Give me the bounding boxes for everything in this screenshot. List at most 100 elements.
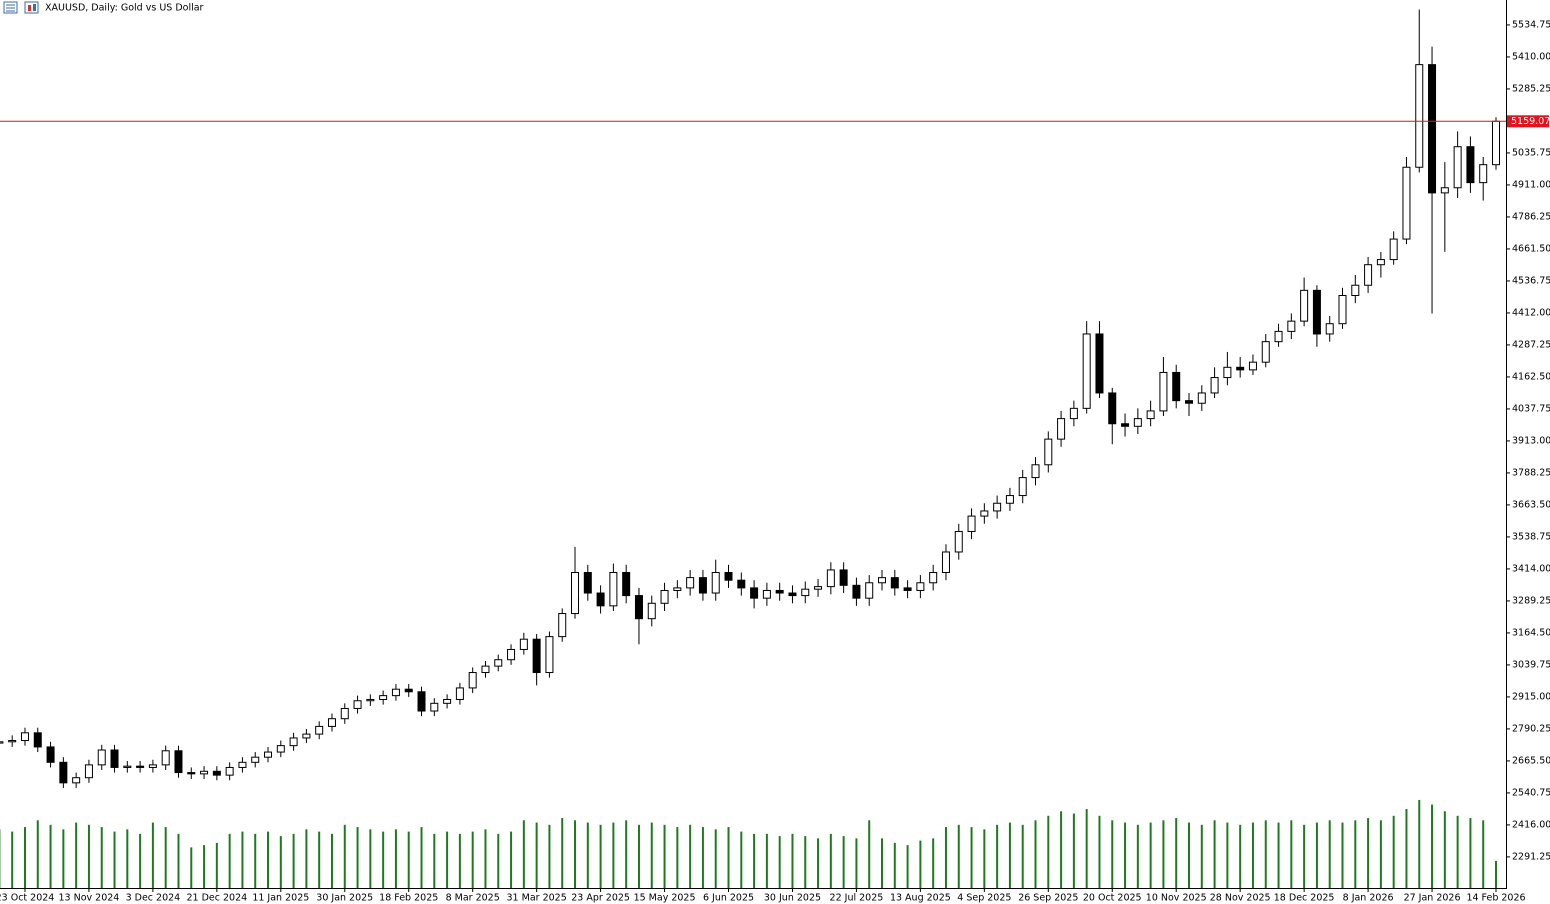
- candle-body: [238, 761, 247, 768]
- volume-bar: [1456, 815, 1459, 888]
- volume-bar: [164, 827, 167, 888]
- candle-body: [814, 586, 823, 590]
- candle-body: [0, 741, 4, 744]
- y-tick-label: 2416.00: [1512, 819, 1550, 830]
- candle-body: [775, 589, 784, 594]
- candle-body: [443, 698, 452, 704]
- x-tick-label: 18 Dec 2025: [1274, 893, 1335, 904]
- candle-body: [1261, 341, 1270, 363]
- candle-body: [225, 766, 234, 776]
- volume-bar: [1098, 815, 1101, 888]
- y-tick-label: 2915.00: [1512, 691, 1550, 702]
- x-tick-label: 10 Nov 2025: [1146, 893, 1207, 904]
- candle-body: [123, 765, 132, 768]
- candle-body: [1402, 166, 1411, 240]
- candle-body: [673, 587, 682, 591]
- chart-title: XAUUSD, Daily: Gold vs US Dollar: [45, 3, 204, 14]
- volume-bar: [305, 829, 308, 888]
- candle-body: [289, 737, 298, 747]
- candle-body: [404, 688, 413, 693]
- x-tick-label: 31 Mar 2025: [507, 893, 567, 904]
- volume-bar: [510, 831, 513, 888]
- volume-bar: [599, 824, 602, 888]
- volume-bar: [279, 836, 282, 888]
- candle-body: [1172, 371, 1181, 402]
- candle-body: [750, 587, 759, 599]
- volume-bar: [382, 831, 385, 888]
- candle-body: [1415, 64, 1424, 168]
- candle-body: [903, 587, 912, 591]
- volume-bar: [778, 836, 781, 888]
- volume-bar: [1060, 811, 1063, 888]
- volume-bar: [1482, 820, 1485, 888]
- candle-body: [353, 700, 362, 709]
- volume-bar: [87, 824, 90, 888]
- x-tick-label: 3 Dec 2024: [126, 893, 181, 904]
- volume-bar: [1443, 811, 1446, 888]
- candle-body: [161, 750, 170, 766]
- candle-body: [1095, 333, 1104, 394]
- volume-bar: [881, 838, 884, 888]
- candle-body: [481, 665, 490, 674]
- candle-body: [200, 770, 209, 775]
- x-tick-label: 4 Sep 2025: [957, 893, 1011, 904]
- candle-body: [315, 725, 324, 735]
- y-tick-label: 2291.25: [1512, 851, 1550, 862]
- volume-bar: [932, 838, 935, 888]
- candle-body: [379, 695, 388, 700]
- volume-bar: [1136, 824, 1139, 888]
- candle-body: [1300, 289, 1309, 322]
- candle-body: [1108, 392, 1117, 425]
- candle-body: [801, 588, 810, 597]
- candle-body: [954, 530, 963, 553]
- x-tick-label: 28 Nov 2025: [1210, 893, 1271, 904]
- volume-bar: [75, 822, 78, 888]
- volume-bar: [842, 836, 845, 888]
- candle-body: [327, 718, 336, 727]
- volume-bar: [740, 831, 743, 888]
- candle-body: [1185, 400, 1194, 404]
- y-tick-label: 2665.50: [1512, 755, 1550, 766]
- candle-body: [1159, 371, 1168, 412]
- y-tick-label: 2540.75: [1512, 787, 1550, 798]
- volume-bar: [1367, 818, 1370, 888]
- candle-body: [340, 707, 349, 720]
- volume-bar: [1354, 820, 1357, 888]
- volume-bar: [1495, 860, 1497, 888]
- volume-bar: [228, 833, 231, 888]
- y-tick-label: 4162.50: [1512, 371, 1550, 382]
- volume-bar: [765, 833, 768, 888]
- candle-body: [468, 672, 477, 689]
- volume-bar: [637, 824, 640, 888]
- candle-body: [46, 746, 55, 763]
- volume-bar: [215, 842, 218, 888]
- candle-body: [826, 569, 835, 588]
- volume-bar: [1008, 822, 1011, 888]
- volume-bar: [49, 824, 52, 888]
- y-tick-label: 4536.75: [1512, 275, 1550, 286]
- candle-body: [1351, 284, 1360, 296]
- volume-bar: [791, 833, 794, 888]
- volume-bar: [1315, 822, 1318, 888]
- x-tick-label: 6 Jun 2025: [703, 893, 754, 904]
- volume-bar: [753, 833, 756, 888]
- candle-body: [302, 733, 311, 739]
- volume-bar: [330, 833, 333, 888]
- volume-bar: [100, 827, 103, 888]
- volume-bar: [1162, 820, 1165, 888]
- y-tick-label: 2790.25: [1512, 723, 1550, 734]
- volume-bar: [893, 842, 896, 888]
- y-tick-label: 3164.50: [1512, 627, 1550, 638]
- candle-body: [609, 572, 618, 607]
- volume-bar: [471, 831, 474, 888]
- candle-body: [737, 579, 746, 589]
- candle-body: [1069, 407, 1078, 420]
- candle-body: [1440, 187, 1449, 194]
- volume-bar: [663, 824, 666, 888]
- candle-body: [1121, 423, 1130, 427]
- candle-body: [1312, 289, 1321, 335]
- candle-body: [72, 777, 81, 784]
- volume-bar: [1085, 809, 1088, 888]
- volume-bar: [203, 845, 206, 888]
- y-tick-label: 5035.75: [1512, 147, 1550, 158]
